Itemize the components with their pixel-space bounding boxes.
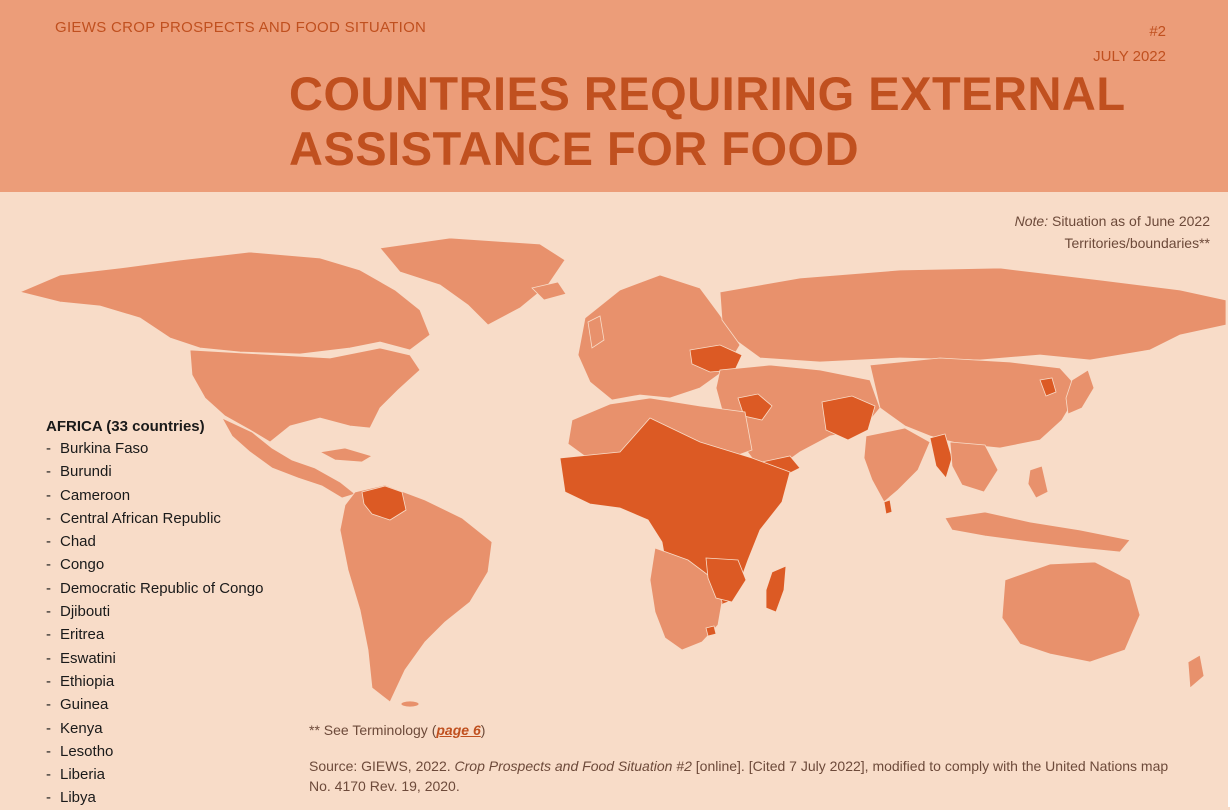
list-item: - Eswatini xyxy=(46,649,116,667)
philippines xyxy=(1027,465,1049,499)
south-america xyxy=(339,484,493,703)
japan xyxy=(1065,369,1095,415)
mexico-central-america xyxy=(221,417,356,499)
list-item: - Central African Republic xyxy=(46,509,221,527)
afghanistan-pakistan xyxy=(821,395,876,441)
source-suffix: [online]. [Cited 7 July 2022], modified … xyxy=(309,758,1169,794)
issue-date: JULY 2022 xyxy=(1093,48,1166,65)
note-label: Note: xyxy=(1014,213,1049,229)
mozambique-zimbabwe xyxy=(705,557,747,603)
list-item: - Djibouti xyxy=(46,603,111,621)
list-item: - Democratic Republic of Congo xyxy=(46,579,264,597)
list-item: - Burundi xyxy=(46,463,112,481)
country-list: - Burkina Faso - Burundi - Cameroon - Centra… xyxy=(46,437,263,810)
east-asia xyxy=(869,357,1081,449)
europe xyxy=(577,274,741,401)
world-map xyxy=(18,237,1227,708)
uk xyxy=(587,315,605,349)
caribbean xyxy=(318,447,373,463)
venezuela xyxy=(361,485,407,521)
note-boundaries: Territories/boundaries** xyxy=(1064,235,1210,251)
usa xyxy=(189,347,421,443)
madagascar xyxy=(765,565,787,613)
list-item: - Congo xyxy=(46,556,105,574)
region-heading: AFRICA (33 countries) xyxy=(46,418,205,435)
list-item: - Eritrea xyxy=(46,626,105,644)
list-item: - Libya xyxy=(46,789,96,807)
issue-info: #2 JULY 2022 xyxy=(1093,19,1166,69)
dprk xyxy=(1039,377,1057,397)
issue-number: #2 xyxy=(1149,23,1166,40)
list-item: - Burkina Faso xyxy=(46,440,149,457)
source-title: Crop Prospects and Food Situation #2 xyxy=(454,758,692,774)
title-line-2: ASSISTANCE FOR FOOD xyxy=(289,122,860,175)
new-zealand xyxy=(1187,654,1205,689)
southeast-asia xyxy=(949,441,999,493)
list-item: - Chad xyxy=(46,533,96,551)
source-citation: Source: GIEWS, 2022. Crop Prospects and … xyxy=(309,756,1169,796)
list-item: - Ethiopia xyxy=(46,672,115,690)
terminology-note: ** See Terminology (page 6) xyxy=(309,722,485,738)
north-america-north xyxy=(18,251,431,355)
page-edge xyxy=(1228,0,1230,807)
sri-lanka xyxy=(883,499,893,515)
region-africa: AFRICA (33 countries) - Burkina Faso - Bur… xyxy=(46,418,263,810)
terminology-suffix: ) xyxy=(480,722,486,738)
southern-africa xyxy=(649,547,723,651)
list-item: - Cameroon xyxy=(46,486,131,504)
lesotho xyxy=(705,625,717,637)
note-text: Situation as of June 2022 xyxy=(1051,213,1210,229)
source-prefix: Source: GIEWS, 2022. xyxy=(309,758,455,774)
map-note: Note: Situation as of June 2022 Territor… xyxy=(1015,210,1210,254)
title-line-1: COUNTRIES REQUIRING EXTERNAL xyxy=(289,67,1126,120)
iceland xyxy=(531,281,567,301)
australia xyxy=(1001,561,1141,663)
india xyxy=(863,427,931,503)
list-item: - Liberia xyxy=(46,766,106,784)
russia xyxy=(719,267,1227,363)
list-item: - Kenya xyxy=(46,719,103,737)
myanmar xyxy=(929,433,953,479)
page-title: COUNTRIES REQUIRING EXTERNAL ASSISTANCE … xyxy=(289,66,1126,176)
list-item: - Guinea xyxy=(46,696,109,714)
greenland xyxy=(379,237,566,326)
publication-series: GIEWS CROP PROSPECTS AND FOOD SITUATION xyxy=(55,19,427,36)
header-banner: GIEWS CROP PROSPECTS AND FOOD SITUATION … xyxy=(0,0,1228,192)
indonesia xyxy=(944,511,1131,553)
terminology-link[interactable]: page 6 xyxy=(436,722,481,738)
falklands xyxy=(400,700,420,708)
list-item: - Lesotho xyxy=(46,742,114,760)
terminology-prefix: ** See Terminology ( xyxy=(309,722,437,738)
